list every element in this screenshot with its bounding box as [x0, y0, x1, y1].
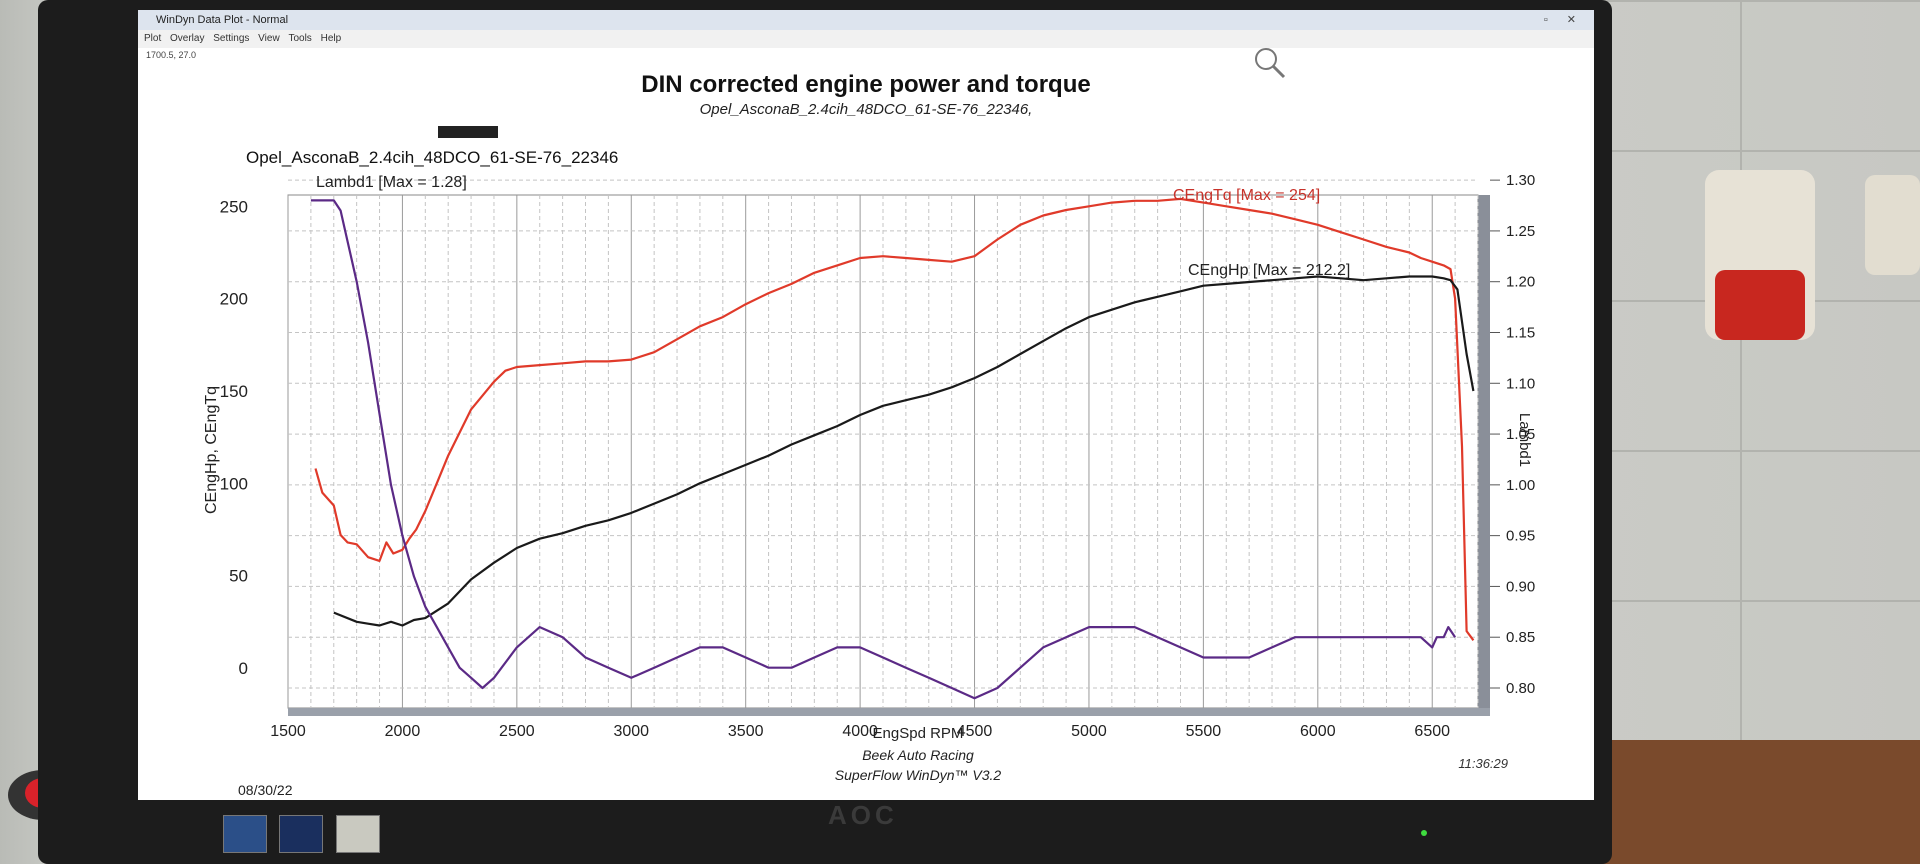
monitor-brand: AOC	[828, 800, 898, 830]
menu-bar: Plot Overlay Settings View Tools Help	[138, 30, 1594, 48]
x-tick-label: 2500	[499, 723, 535, 740]
y2-tick-label: 1.00	[1506, 477, 1535, 494]
x-tick-label: 2000	[385, 723, 421, 740]
menu-view[interactable]: View	[258, 33, 280, 44]
series-line-cenghp	[333, 275, 1475, 627]
y2-tick-label: 0.85	[1506, 629, 1535, 646]
y2-tick-label: 0.80	[1506, 680, 1535, 697]
power-legend: CEngHp [Max = 212.2]	[1188, 262, 1350, 279]
y2-tick-label: 0.90	[1506, 578, 1535, 595]
series-line-lambd1	[310, 199, 1457, 700]
window-controls[interactable]: ▫ ✕	[1543, 14, 1584, 26]
y-tick-label: 50	[229, 567, 248, 586]
menu-overlay[interactable]: Overlay	[170, 33, 205, 44]
y-tick-label: 0	[239, 659, 248, 678]
x-tick-label: 5500	[1186, 723, 1222, 740]
series-line-cengtq	[314, 197, 1475, 641]
x-tick-label: 4500	[957, 723, 993, 740]
x-tick-label: 3500	[728, 723, 764, 740]
x-tick-label: 6500	[1414, 723, 1450, 740]
x-tick-label: 6000	[1300, 723, 1336, 740]
menu-help[interactable]: Help	[320, 33, 342, 44]
plot-shadow-right	[1478, 195, 1490, 708]
x-tick-label: 1500	[270, 723, 306, 740]
menu-plot[interactable]: Plot	[144, 33, 162, 44]
software-name: SuperFlow WinDyn™ V3.2	[835, 767, 1002, 783]
y2-tick-label: 1.30	[1506, 172, 1535, 189]
y-tick-label: 150	[220, 382, 248, 401]
plot-time: 11:36:29	[1458, 756, 1508, 771]
certification-sticker	[335, 815, 380, 853]
chart-subtitle: Opel_AsconaB_2.4cih_48DCO_61-SE-76_22346…	[700, 101, 1033, 118]
chart-title: DIN corrected engine power and torque	[641, 71, 1090, 98]
menu-settings[interactable]: Settings	[213, 33, 250, 44]
monitor-bezel: WinDyn Data Plot - Normal ▫ ✕ Plot Overl…	[38, 0, 1612, 864]
shop-name: Beek Auto Racing	[862, 747, 974, 763]
lambda-legend: Lambd1 [Max = 1.28]	[316, 174, 467, 191]
y2-tick-label: 1.25	[1506, 223, 1535, 240]
y2-axis-label: Lambd1	[1516, 413, 1533, 467]
plot-shadow-bottom	[288, 708, 1490, 716]
y2-tick-label: 0.95	[1506, 528, 1535, 545]
y-tick-label: 100	[220, 474, 248, 493]
bezel-stickers	[223, 815, 388, 858]
energy-star-sticker	[223, 815, 267, 853]
x-tick-label: 5000	[1071, 723, 1107, 740]
y-tick-label: 250	[220, 197, 248, 216]
y2-tick-label: 1.20	[1506, 274, 1535, 291]
x-tick-label: 4000	[842, 723, 878, 740]
cursor-readout: 1700.5, 27.0	[146, 50, 197, 60]
torque-legend: CEngTq [Max = 254]	[1173, 187, 1320, 204]
wall-socket	[1865, 175, 1920, 275]
legend-swatch	[438, 126, 498, 138]
x-tick-label: 3000	[613, 723, 649, 740]
run-label: Opel_AsconaB_2.4cih_48DCO_61-SE-76_22346	[246, 148, 618, 167]
red-plug	[1715, 270, 1805, 340]
plot-date: 08/30/22	[238, 782, 293, 798]
magnifier-icon[interactable]	[1253, 46, 1287, 80]
y-axis-label: CEngHp, CEngTq	[203, 386, 220, 514]
power-led	[1421, 830, 1427, 836]
windows-sticker	[279, 815, 324, 853]
y-tick-label: 200	[220, 290, 248, 309]
dyno-chart: DIN corrected engine power and torque Op…	[203, 71, 1535, 798]
y2-tick-label: 1.15	[1506, 324, 1535, 341]
menu-tools[interactable]: Tools	[288, 33, 312, 44]
power-socket	[1705, 170, 1815, 340]
window-title: WinDyn Data Plot - Normal	[156, 14, 289, 26]
x-axis-label: EngSpd RPM	[873, 725, 964, 742]
y2-tick-label: 1.10	[1506, 375, 1535, 392]
y2-tick-label: 1.05	[1506, 426, 1535, 443]
window-titlebar: WinDyn Data Plot - Normal ▫ ✕	[138, 10, 1594, 30]
screen: WinDyn Data Plot - Normal ▫ ✕ Plot Overl…	[138, 10, 1594, 800]
